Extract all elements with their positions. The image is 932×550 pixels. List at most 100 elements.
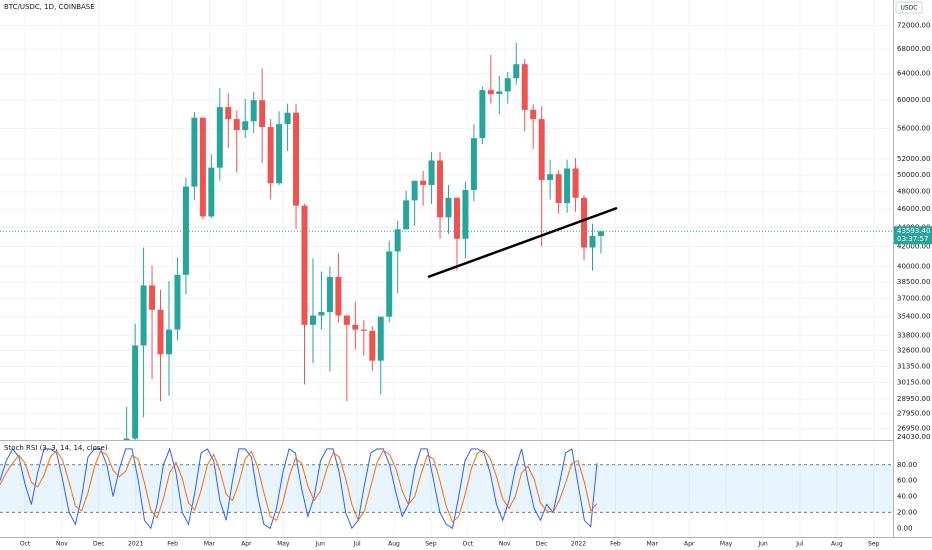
y-tick-label: 56000.00	[897, 125, 930, 133]
x-tick-label: Oct	[20, 541, 31, 548]
x-tick-label: Dec	[93, 541, 105, 548]
candle-body	[309, 315, 316, 325]
x-tick-label: Mar	[204, 541, 216, 548]
candle-body	[284, 112, 291, 125]
price-pane	[0, 42, 893, 440]
candle-body	[267, 127, 274, 184]
candle-body	[140, 285, 147, 346]
candle-body	[335, 276, 342, 316]
candle-body	[462, 190, 469, 239]
y-tick-label: 80.00	[897, 461, 917, 469]
y-tick-label: 64000.00	[897, 70, 930, 78]
x-tick-label: 2021	[128, 541, 143, 548]
candle-body	[157, 309, 164, 355]
candle-body	[394, 229, 401, 252]
y-tick-label: 50000.00	[897, 171, 930, 179]
candle-body	[149, 285, 156, 310]
currency-box	[895, 1, 923, 14]
x-tick-label: Nov	[56, 541, 68, 548]
y-tick-label: 38500.00	[897, 278, 930, 286]
x-tick-label: Sep	[868, 541, 880, 548]
x-tick-label: Sep	[425, 541, 437, 548]
candle-body	[589, 235, 596, 248]
stoch-line	[0, 447, 598, 530]
candle-body	[411, 180, 418, 201]
x-tick-label: Nov	[499, 541, 511, 548]
y-tick-label: 48000.00	[897, 188, 930, 196]
candle-body	[377, 316, 384, 361]
y-tick-label: 60.00	[897, 477, 917, 485]
y-tick-label: 46000.00	[897, 205, 930, 213]
candle-body	[530, 109, 537, 120]
candle-body	[276, 124, 283, 184]
candle-body	[318, 312, 325, 316]
candle-body	[360, 329, 367, 331]
candle-body	[564, 168, 571, 204]
y-tick-label: 31350.00	[897, 363, 930, 371]
trend-line	[427, 206, 618, 279]
candle-body	[301, 205, 308, 325]
candle-body	[428, 160, 435, 185]
candle-body	[242, 121, 249, 130]
x-tick-label: Oct	[463, 541, 474, 548]
countdown: 03:37:57	[897, 235, 928, 243]
last-price-box	[894, 226, 932, 245]
edge-label-box	[894, 432, 932, 441]
y-tick-label: 28950.00	[897, 395, 930, 403]
candle-body	[326, 276, 333, 313]
candle-body	[250, 100, 257, 122]
x-tick-label: Mar	[647, 541, 659, 548]
candle-body	[470, 138, 477, 191]
x-tick-label: Apr	[684, 541, 695, 548]
candle-body	[513, 64, 520, 79]
y-tick-label: 33800.00	[897, 332, 930, 340]
x-tick-label: May	[720, 541, 733, 548]
y-tick-label: 42000.00	[897, 243, 930, 251]
labels: 72000.00 68000.00 64000.00 60000.00 56000.00…	[20, 21, 932, 548]
x-tick-label: 2022	[571, 541, 586, 548]
currency: USDC	[900, 5, 917, 12]
candle-body	[216, 107, 223, 168]
candle-body	[343, 315, 350, 325]
chart-title: BTC/USDC, 1D, COINBASE	[4, 3, 95, 11]
last-price-label: 43593.40	[897, 227, 930, 235]
candle-body	[174, 274, 181, 330]
y-tick-label: 20.00	[897, 508, 917, 516]
candle-body	[597, 231, 604, 236]
x-tick-label: Jul	[795, 541, 804, 548]
candle-body	[386, 251, 393, 317]
candle-body	[369, 330, 376, 361]
y-tick-label: 68000.00	[897, 45, 930, 53]
x-tick-label: May	[277, 541, 290, 548]
candle-body	[199, 117, 206, 217]
y-tick-label: 27950.00	[897, 410, 930, 418]
y-tick-label: 0.00	[897, 524, 913, 532]
level-band	[0, 464, 893, 513]
y-tick-label: 52000.00	[897, 155, 930, 163]
indicator-title: Stoch RSI (3, 3, 14, 14, close)	[4, 444, 108, 452]
y-tick-label: 37000.00	[897, 295, 930, 303]
x-tick-label: Aug	[388, 541, 400, 548]
candle-body	[581, 197, 588, 248]
candle-body	[132, 345, 139, 439]
x-tick-label: Jun	[757, 541, 768, 548]
y-tick-label: 60000.00	[897, 96, 930, 104]
candle-body	[123, 438, 130, 440]
candle-body	[225, 107, 232, 120]
candle-body	[445, 197, 452, 218]
candle-body	[420, 180, 427, 185]
x-tick-label: Apr	[241, 541, 252, 548]
candle-body	[496, 91, 503, 95]
candle-body	[352, 324, 359, 330]
x-tick-label: Dec	[536, 541, 548, 548]
candle-body	[521, 64, 528, 110]
candle-body	[479, 90, 486, 139]
candle-body	[233, 119, 240, 130]
candle-body	[165, 329, 172, 355]
candle-body	[182, 186, 189, 275]
x-tick-label: Feb	[610, 541, 621, 548]
y-tick-label: 35400.00	[897, 313, 930, 321]
candle-body	[403, 200, 410, 230]
y-tick-label: 32600.00	[897, 346, 930, 354]
candle-body	[191, 117, 198, 187]
